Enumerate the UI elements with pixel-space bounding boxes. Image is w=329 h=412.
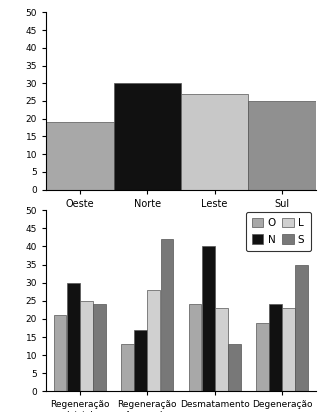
- Bar: [161, 239, 173, 391]
- Bar: [46, 122, 114, 190]
- Bar: [295, 265, 308, 391]
- Bar: [93, 304, 106, 391]
- Bar: [67, 283, 80, 391]
- Legend: O, N, L, S: O, N, L, S: [246, 212, 311, 251]
- Bar: [181, 94, 248, 190]
- Bar: [228, 344, 241, 391]
- Bar: [282, 308, 295, 391]
- Bar: [80, 301, 93, 391]
- Bar: [114, 83, 181, 190]
- Bar: [202, 246, 215, 391]
- Bar: [256, 323, 269, 391]
- Bar: [269, 304, 282, 391]
- Bar: [215, 308, 228, 391]
- Bar: [121, 344, 134, 391]
- Bar: [147, 290, 160, 391]
- Bar: [54, 315, 66, 391]
- Bar: [189, 304, 201, 391]
- Bar: [248, 101, 316, 190]
- Bar: [134, 330, 147, 391]
